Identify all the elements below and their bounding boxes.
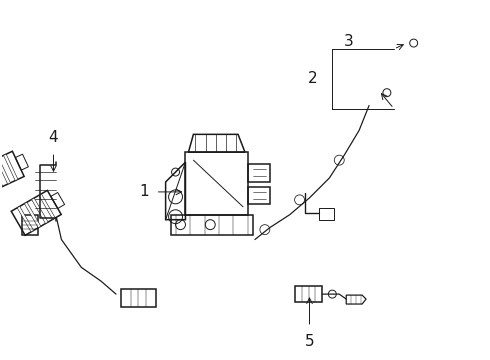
Text: 1: 1 <box>139 184 149 199</box>
Text: 2: 2 <box>308 71 318 86</box>
Polygon shape <box>0 158 10 184</box>
Text: 4: 4 <box>49 130 58 145</box>
Polygon shape <box>3 154 18 181</box>
Polygon shape <box>17 206 34 232</box>
Polygon shape <box>24 202 41 228</box>
Polygon shape <box>0 161 3 188</box>
Polygon shape <box>39 194 55 219</box>
Text: 5: 5 <box>305 334 314 349</box>
Polygon shape <box>31 198 48 224</box>
Text: 3: 3 <box>344 33 354 49</box>
